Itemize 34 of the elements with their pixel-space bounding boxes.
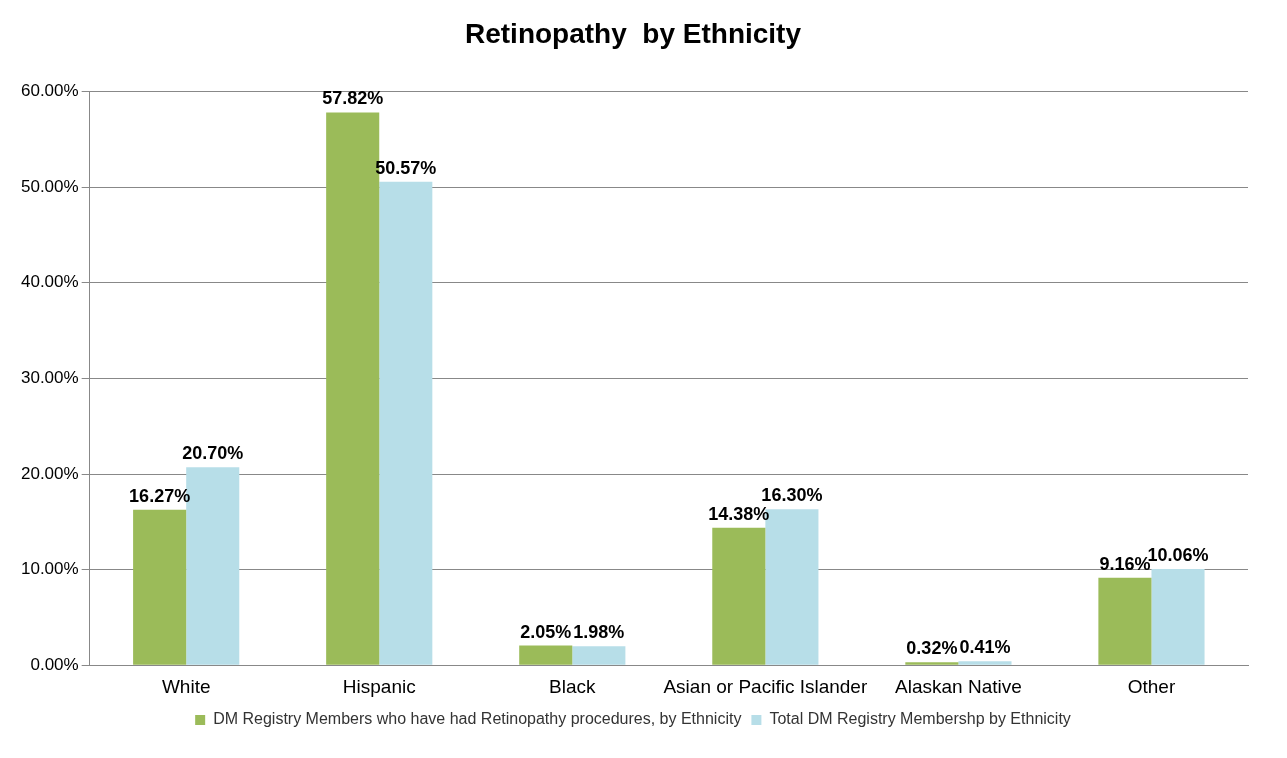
data-label: 57.82% bbox=[322, 88, 384, 109]
y-tick-label: 20.00% bbox=[20, 463, 79, 483]
y-tick-label: 0.00% bbox=[30, 654, 79, 674]
x-tick-label: Hispanic bbox=[342, 675, 416, 697]
data-label: 14.38% bbox=[708, 503, 770, 524]
bar bbox=[905, 662, 959, 665]
data-label: 0.41% bbox=[959, 637, 1011, 658]
data-label: 0.32% bbox=[906, 638, 958, 659]
legend-label: Total DM Registry Membershp by Ethnicity bbox=[769, 710, 1071, 728]
bar bbox=[519, 645, 573, 665]
x-tick-label: Asian or Pacific Islander bbox=[663, 675, 868, 697]
chart-title: Retinopathy by Ethnicity bbox=[464, 17, 802, 49]
legend-label: DM Registry Members who have had Retinopathy procedures, by Ethnicity bbox=[213, 710, 742, 728]
y-tick-label: 30.00% bbox=[20, 368, 79, 388]
y-tick-label: 60.00% bbox=[20, 81, 79, 101]
data-label: 20.70% bbox=[182, 443, 244, 464]
bar bbox=[712, 527, 766, 665]
data-label: 1.98% bbox=[573, 622, 625, 643]
data-label: 16.30% bbox=[761, 485, 823, 506]
x-tick-label: Other bbox=[1127, 675, 1176, 697]
x-tick-label: Alaskan Native bbox=[895, 675, 1022, 697]
bar bbox=[133, 509, 187, 665]
y-tick-label: 40.00% bbox=[20, 272, 79, 292]
bar bbox=[572, 646, 626, 665]
bar bbox=[379, 181, 433, 665]
y-tick-label: 50.00% bbox=[20, 176, 79, 196]
data-label: 16.27% bbox=[129, 485, 191, 506]
bar bbox=[1098, 577, 1152, 665]
y-tick-label: 10.00% bbox=[20, 559, 79, 579]
bar bbox=[1151, 569, 1205, 665]
bar bbox=[958, 661, 1012, 665]
x-tick-label: Black bbox=[549, 675, 597, 697]
data-label: 2.05% bbox=[520, 621, 572, 642]
x-tick-label: White bbox=[161, 675, 211, 697]
